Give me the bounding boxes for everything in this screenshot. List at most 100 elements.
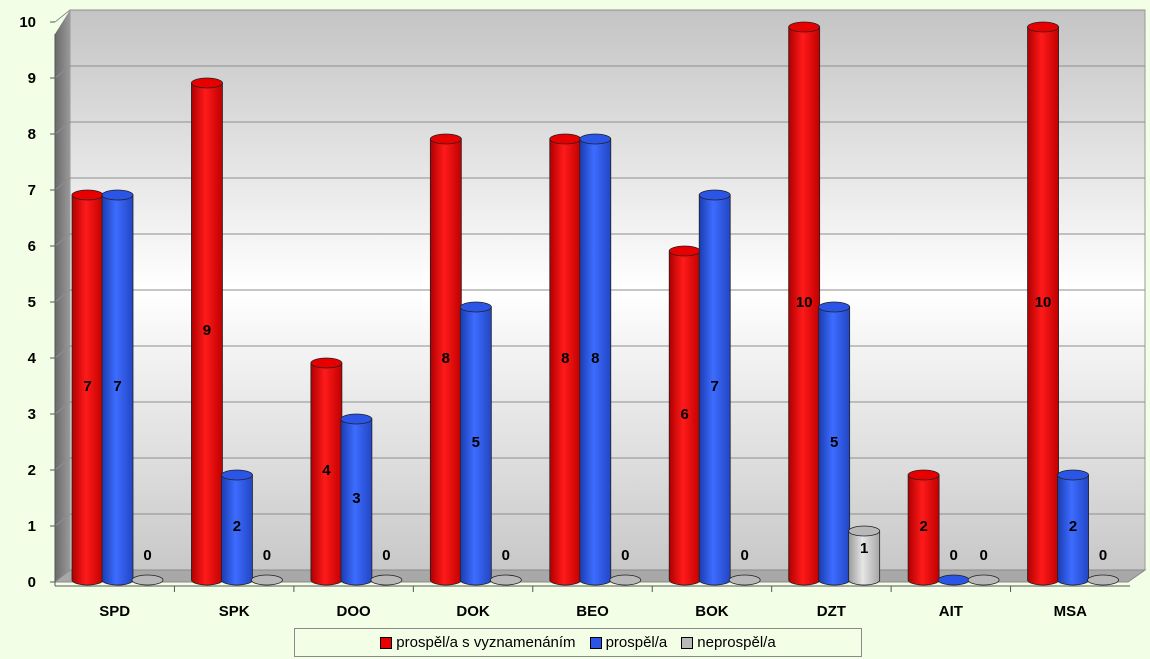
bar-top xyxy=(101,189,134,201)
legend-label-s0: prospěl/a s vyznamenáním xyxy=(396,634,576,651)
bar-top xyxy=(191,77,223,89)
bar-top xyxy=(1057,469,1089,481)
data-label: 8 xyxy=(442,350,450,367)
legend-item-s2: neprospěl/a xyxy=(681,634,776,651)
data-label: 10 xyxy=(1035,294,1052,311)
bar-top xyxy=(579,133,612,145)
bar-top xyxy=(728,574,761,586)
bar-top xyxy=(489,574,522,586)
bar-top xyxy=(251,574,283,586)
data-label: 0 xyxy=(1099,547,1107,564)
data-label: 0 xyxy=(979,547,987,564)
bar-top xyxy=(937,574,970,586)
gridline-side xyxy=(54,289,71,303)
bar-top xyxy=(459,301,492,313)
bar-top xyxy=(668,245,701,257)
legend-swatch-s2 xyxy=(681,636,694,649)
bar: 0 xyxy=(131,547,164,586)
y-tick-label: 1 xyxy=(28,518,36,535)
x-tick-label: DZT xyxy=(817,603,846,620)
bar: 9 xyxy=(191,77,223,586)
bar-top xyxy=(788,21,821,33)
bar: 0 xyxy=(1087,547,1119,586)
y-tick-label: 7 xyxy=(28,182,36,199)
bar: 0 xyxy=(370,547,403,586)
data-label: 0 xyxy=(741,547,749,564)
bar-body xyxy=(848,530,881,586)
gridline-side xyxy=(54,177,71,191)
data-label: 0 xyxy=(502,547,510,564)
y-tick-label: 5 xyxy=(28,294,36,311)
bar-top xyxy=(429,133,462,145)
bar: 7 xyxy=(698,189,731,586)
data-label: 3 xyxy=(352,490,360,507)
bar: 7 xyxy=(71,189,104,586)
bar-top xyxy=(907,469,940,481)
bar: 7 xyxy=(101,189,134,586)
data-label: 2 xyxy=(919,518,927,535)
data-label: 1 xyxy=(860,540,868,557)
bar-top xyxy=(370,574,403,586)
data-label: 4 xyxy=(322,462,331,479)
legend: prospěl/a s vyznamenáním prospěl/a nepro… xyxy=(294,628,862,657)
bar-top xyxy=(967,574,1000,586)
gridline-side xyxy=(54,401,71,415)
bar: 5 xyxy=(818,301,851,586)
bar: 8 xyxy=(549,133,582,586)
data-label: 7 xyxy=(83,378,91,395)
bar-top xyxy=(698,189,731,201)
data-label: 6 xyxy=(681,406,689,423)
gridline-side xyxy=(54,121,71,135)
x-axis-categories: SPD SPK DOO DOK BEO BOK DZT AIT MSA xyxy=(99,586,1087,620)
bar-top xyxy=(310,357,343,369)
y-tick-label: 4 xyxy=(28,350,37,367)
x-tick-label: MSA xyxy=(1054,603,1088,620)
y-tick-label: 2 xyxy=(28,462,36,479)
bar-top xyxy=(848,525,881,537)
bar-top xyxy=(340,413,373,425)
data-label: 8 xyxy=(591,350,599,367)
bar-top xyxy=(1087,574,1119,586)
x-tick-label: BEO xyxy=(576,603,609,620)
gridline-side xyxy=(54,513,71,527)
bar: 0 xyxy=(967,547,1000,586)
bar: 0 xyxy=(609,547,642,586)
data-label: 7 xyxy=(113,378,121,395)
data-label: 0 xyxy=(621,547,629,564)
x-tick-label: AIT xyxy=(939,603,963,620)
gridline-side xyxy=(54,345,71,359)
gridline-side xyxy=(54,9,71,23)
bar-top xyxy=(1027,21,1059,33)
bar: 2 xyxy=(1057,469,1089,586)
data-label: 0 xyxy=(143,547,151,564)
bar-top xyxy=(549,133,582,145)
gridline-side xyxy=(54,233,71,247)
data-label: 8 xyxy=(561,350,569,367)
y-tick-label: 6 xyxy=(28,238,36,255)
y-tick-label: 0 xyxy=(28,574,36,591)
data-label: 7 xyxy=(711,378,719,395)
legend-swatch-s1 xyxy=(589,636,602,649)
bar-top xyxy=(221,469,253,481)
legend-label-s2: neprospěl/a xyxy=(697,634,776,651)
data-label: 0 xyxy=(949,547,957,564)
bar: 2 xyxy=(907,469,940,586)
data-label: 9 xyxy=(203,322,211,339)
bar-top xyxy=(818,301,851,313)
bar: 1 xyxy=(848,525,881,586)
x-tick-label: DOO xyxy=(337,603,372,620)
bar: 0 xyxy=(489,547,522,586)
y-tick-label: 3 xyxy=(28,406,36,423)
bar: 3 xyxy=(340,413,373,586)
bar: 8 xyxy=(429,133,462,586)
data-label: 5 xyxy=(472,434,480,451)
bar-top xyxy=(71,189,104,201)
data-label: 0 xyxy=(382,547,390,564)
y-axis-ticks: 0 1 2 3 4 5 6 7 8 9 10 xyxy=(19,14,55,591)
gridline-side xyxy=(54,65,71,79)
data-label: 2 xyxy=(1069,518,1077,535)
data-label: 2 xyxy=(233,518,241,535)
x-tick-label: BOK xyxy=(695,603,729,620)
